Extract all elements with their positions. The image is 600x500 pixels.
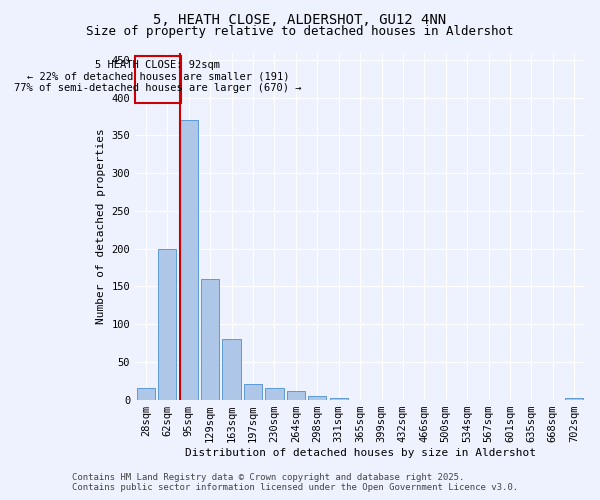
Bar: [201, 279, 219, 400]
Bar: [137, 388, 155, 400]
Text: ← 22% of detached houses are smaller (191): ← 22% of detached houses are smaller (19…: [27, 72, 289, 82]
Text: Contains HM Land Registry data © Crown copyright and database right 2025.
Contai: Contains HM Land Registry data © Crown c…: [72, 473, 518, 492]
Text: 77% of semi-detached houses are larger (670) →: 77% of semi-detached houses are larger (…: [14, 83, 302, 93]
Bar: [287, 390, 305, 400]
Bar: [223, 339, 241, 400]
Bar: [244, 384, 262, 400]
Bar: [265, 388, 284, 400]
Text: Size of property relative to detached houses in Aldershot: Size of property relative to detached ho…: [86, 25, 514, 38]
Bar: [308, 396, 326, 400]
Bar: [158, 248, 176, 400]
X-axis label: Distribution of detached houses by size in Aldershot: Distribution of detached houses by size …: [185, 448, 536, 458]
Bar: [565, 398, 583, 400]
Text: 5 HEATH CLOSE: 92sqm: 5 HEATH CLOSE: 92sqm: [95, 60, 220, 70]
FancyBboxPatch shape: [135, 56, 181, 103]
Bar: [329, 398, 348, 400]
Y-axis label: Number of detached properties: Number of detached properties: [96, 128, 106, 324]
Bar: [179, 120, 198, 400]
Text: 5, HEATH CLOSE, ALDERSHOT, GU12 4NN: 5, HEATH CLOSE, ALDERSHOT, GU12 4NN: [154, 12, 446, 26]
